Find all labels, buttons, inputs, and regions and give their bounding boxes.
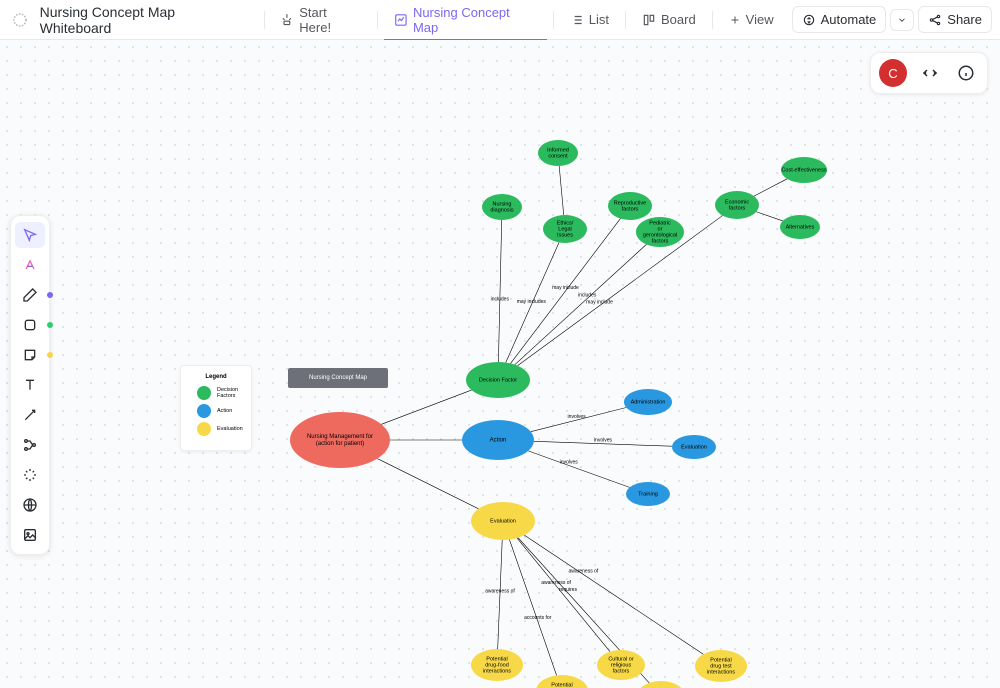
automate-dropdown[interactable] (890, 9, 914, 31)
map-node-label: diagnosis (490, 207, 513, 213)
tab-board[interactable]: Board (632, 0, 706, 40)
tab-label: Board (661, 12, 696, 27)
tab-concept-map[interactable]: Nursing Concept Map (384, 0, 547, 40)
edge-label: includes (491, 296, 510, 302)
edge-label: awareness of (485, 588, 515, 594)
app-header: Nursing Concept Map Whiteboard Start Her… (0, 0, 1000, 40)
edge-label: requires (559, 587, 578, 593)
map-node-label: Administration (631, 399, 666, 405)
whiteboard-canvas[interactable]: C (0, 40, 1000, 688)
button-label: Automate (821, 12, 877, 27)
map-node-label: interactions (707, 669, 735, 675)
edge-label: awareness of (569, 568, 599, 574)
map-node-label: Action (490, 438, 507, 444)
divider (553, 11, 554, 29)
share-button[interactable]: Share (918, 6, 992, 33)
map-node-label: factors (729, 205, 746, 211)
map-node-label: Potential (551, 682, 572, 688)
edge-label: involves (568, 414, 587, 420)
edge[interactable] (524, 535, 703, 654)
map-node-label: consent (548, 153, 568, 159)
tab-list[interactable]: List (560, 0, 619, 40)
edge-label: may include (552, 285, 579, 291)
automate-button[interactable]: Automate (792, 6, 887, 33)
edge[interactable] (517, 216, 722, 366)
tab-label: List (589, 12, 609, 27)
edge[interactable] (754, 179, 787, 196)
map-node-label: Training (638, 491, 658, 497)
doc-icon[interactable] (8, 8, 32, 32)
edge-label: involves (594, 438, 613, 444)
divider (712, 11, 713, 29)
edge[interactable] (756, 212, 782, 221)
divider (377, 11, 378, 29)
map-node-label: Alternatives (786, 224, 815, 230)
edge[interactable] (528, 451, 629, 488)
map-node-label: (action for patient) (316, 441, 364, 447)
map-node-label: Evaluation (681, 444, 707, 450)
divider (625, 11, 626, 29)
tab-label: Start Here! (299, 5, 361, 35)
map-node-label: interactions (483, 668, 511, 674)
map-node-label: factors (622, 206, 639, 212)
map-node-label: Issues (557, 232, 573, 238)
tab-start-here[interactable]: Start Here! (270, 0, 371, 40)
doc-title[interactable]: Nursing Concept Map Whiteboard (40, 4, 248, 36)
map-node-label: Decision Factor (479, 377, 517, 383)
edge[interactable] (559, 166, 564, 215)
edge[interactable] (377, 459, 478, 509)
map-node-label: Evaluation (490, 518, 516, 524)
edge-label: may includes (517, 299, 547, 305)
edge[interactable] (498, 220, 501, 362)
map-node-label: factors (613, 668, 630, 674)
tab-label: Nursing Concept Map (413, 5, 537, 35)
tab-add-view[interactable]: View (719, 0, 784, 40)
map-node[interactable] (637, 681, 685, 688)
edge-label: accounts for (524, 615, 552, 621)
edge-label: involves (560, 459, 579, 465)
edge[interactable] (381, 390, 471, 424)
divider (264, 11, 265, 29)
map-node-label: factors (652, 238, 669, 244)
map-node-label: Nursing Management for (307, 434, 373, 440)
button-label: Share (947, 12, 982, 27)
tab-label: View (746, 12, 774, 27)
edge-label: may include (586, 300, 613, 306)
concept-map-svg: includesmay includesmay includeincludesm… (0, 40, 1000, 688)
edge-label: includes (578, 293, 597, 299)
edge[interactable] (517, 538, 610, 652)
edge-label: awareness of (541, 580, 571, 586)
map-node-label: Cost-effectiveness (781, 167, 826, 173)
